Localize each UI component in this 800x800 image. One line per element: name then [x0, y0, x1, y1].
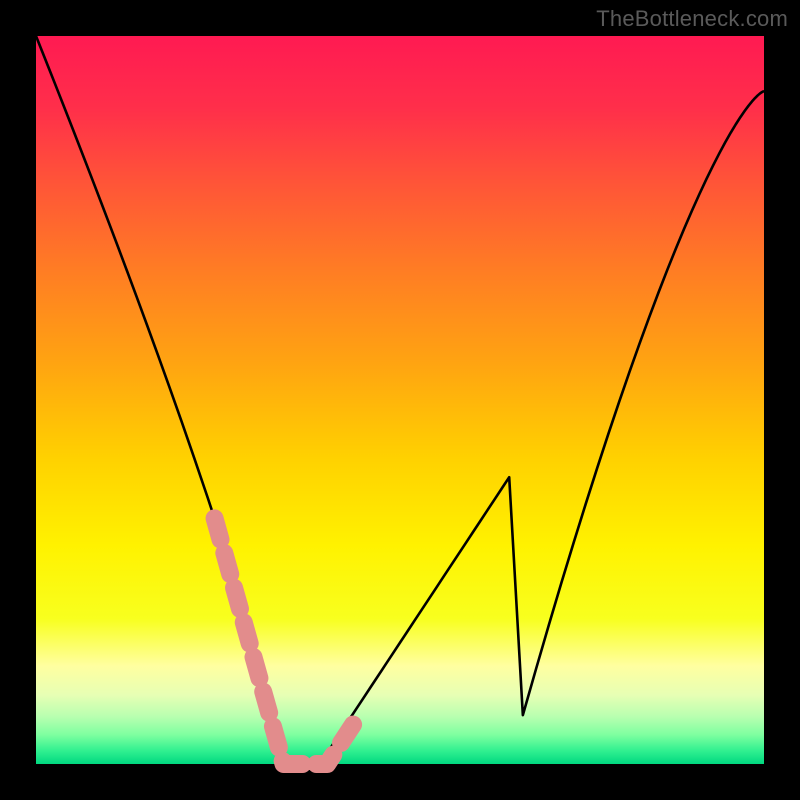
watermark-text: TheBottleneck.com [596, 6, 788, 32]
gradient-plot-area [36, 36, 764, 764]
bottleneck-chart-svg [0, 0, 800, 800]
